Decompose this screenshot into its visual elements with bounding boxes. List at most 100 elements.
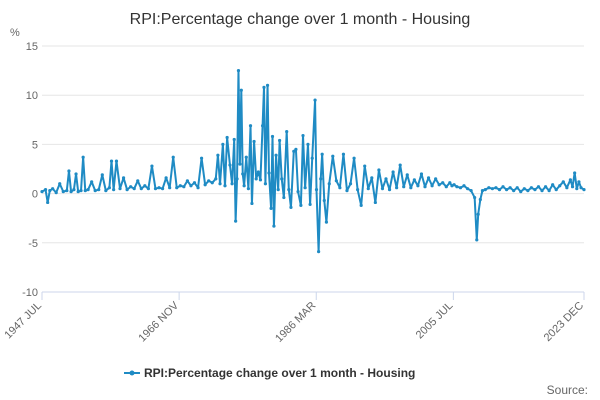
data-point[interactable] [175, 186, 179, 190]
data-point[interactable] [317, 250, 321, 254]
data-point[interactable] [551, 183, 555, 187]
data-point[interactable] [114, 159, 119, 163]
data-point[interactable] [575, 187, 579, 191]
data-point[interactable] [504, 188, 509, 192]
data-point[interactable] [267, 171, 271, 175]
data-point[interactable] [568, 178, 573, 182]
data-point[interactable] [189, 184, 193, 188]
data-point[interactable] [522, 187, 526, 191]
data-point[interactable] [79, 189, 83, 193]
data-point[interactable] [331, 154, 335, 158]
data-point[interactable] [262, 85, 266, 89]
data-point[interactable] [501, 185, 505, 189]
data-point[interactable] [452, 183, 456, 187]
data-point[interactable] [533, 188, 537, 192]
data-point[interactable] [235, 177, 239, 181]
data-point[interactable] [164, 176, 168, 180]
data-point[interactable] [256, 170, 260, 174]
data-point[interactable] [319, 177, 323, 181]
data-point[interactable] [497, 188, 502, 192]
data-point[interactable] [132, 187, 136, 191]
data-point[interactable] [554, 188, 558, 192]
data-point[interactable] [426, 176, 431, 180]
data-point[interactable] [48, 189, 52, 193]
data-point[interactable] [239, 88, 243, 92]
data-point[interactable] [203, 183, 207, 187]
data-point[interactable] [565, 186, 569, 190]
data-point[interactable] [121, 176, 126, 180]
data-point[interactable] [289, 205, 293, 209]
data-point[interactable] [136, 179, 140, 183]
data-point[interactable] [469, 189, 473, 193]
data-point[interactable] [40, 190, 44, 194]
data-point[interactable] [412, 178, 416, 182]
data-point[interactable] [90, 180, 94, 184]
data-point[interactable] [391, 170, 395, 174]
data-point[interactable] [536, 185, 541, 189]
data-point[interactable] [76, 190, 80, 194]
data-point[interactable] [46, 200, 50, 205]
data-point[interactable] [320, 152, 324, 156]
data-point[interactable] [480, 189, 485, 193]
data-point[interactable] [519, 190, 523, 194]
data-point[interactable] [473, 195, 477, 200]
data-point[interactable] [218, 182, 222, 186]
data-point[interactable] [199, 156, 204, 160]
data-point[interactable] [341, 152, 346, 156]
data-point[interactable] [395, 186, 399, 190]
data-point[interactable] [348, 182, 353, 186]
data-point[interactable] [54, 191, 58, 195]
data-point[interactable] [573, 171, 577, 175]
data-point[interactable] [448, 181, 452, 185]
data-point[interactable] [107, 186, 111, 190]
data-point[interactable] [345, 189, 349, 193]
data-point[interactable] [377, 168, 381, 172]
data-point[interactable] [207, 179, 211, 183]
data-point[interactable] [416, 184, 420, 188]
data-point[interactable] [252, 139, 256, 144]
data-point[interactable] [228, 163, 232, 167]
data-point[interactable] [423, 185, 427, 189]
data-point[interactable] [258, 178, 263, 182]
data-point[interactable] [455, 185, 459, 189]
data-point[interactable] [303, 186, 307, 190]
data-point[interactable] [216, 153, 220, 157]
data-point[interactable] [327, 182, 331, 186]
data-point[interactable] [74, 172, 78, 176]
data-point[interactable] [308, 202, 312, 207]
data-point[interactable] [51, 187, 55, 191]
data-point[interactable] [210, 181, 214, 185]
data-point[interactable] [263, 182, 268, 186]
data-point[interactable] [512, 189, 516, 193]
data-point[interactable] [153, 187, 158, 191]
data-point[interactable] [221, 142, 225, 146]
data-point[interactable] [292, 149, 296, 153]
data-point[interactable] [232, 137, 236, 142]
data-point[interactable] [58, 182, 62, 186]
data-point[interactable] [278, 138, 282, 143]
data-point[interactable] [225, 135, 229, 140]
data-point[interactable] [242, 184, 246, 188]
data-point[interactable] [81, 155, 85, 159]
data-point[interactable] [241, 172, 245, 176]
data-point[interactable] [476, 212, 480, 216]
data-point[interactable] [322, 198, 326, 203]
data-point[interactable] [299, 203, 303, 208]
data-point[interactable] [238, 162, 242, 166]
data-point[interactable] [301, 133, 305, 138]
data-point[interactable] [196, 186, 200, 190]
data-point[interactable] [168, 186, 172, 190]
data-point[interactable] [272, 224, 276, 228]
data-point[interactable] [160, 187, 165, 191]
data-point[interactable] [366, 187, 370, 191]
data-point[interactable] [244, 155, 248, 159]
data-point[interactable] [274, 153, 278, 157]
data-point[interactable] [384, 177, 388, 181]
data-point[interactable] [313, 98, 317, 102]
data-point[interactable] [462, 184, 466, 188]
data-point[interactable] [483, 188, 487, 192]
data-point[interactable] [83, 189, 87, 193]
data-point[interactable] [508, 186, 512, 190]
data-point[interactable] [192, 181, 197, 185]
data-point[interactable] [444, 185, 448, 189]
